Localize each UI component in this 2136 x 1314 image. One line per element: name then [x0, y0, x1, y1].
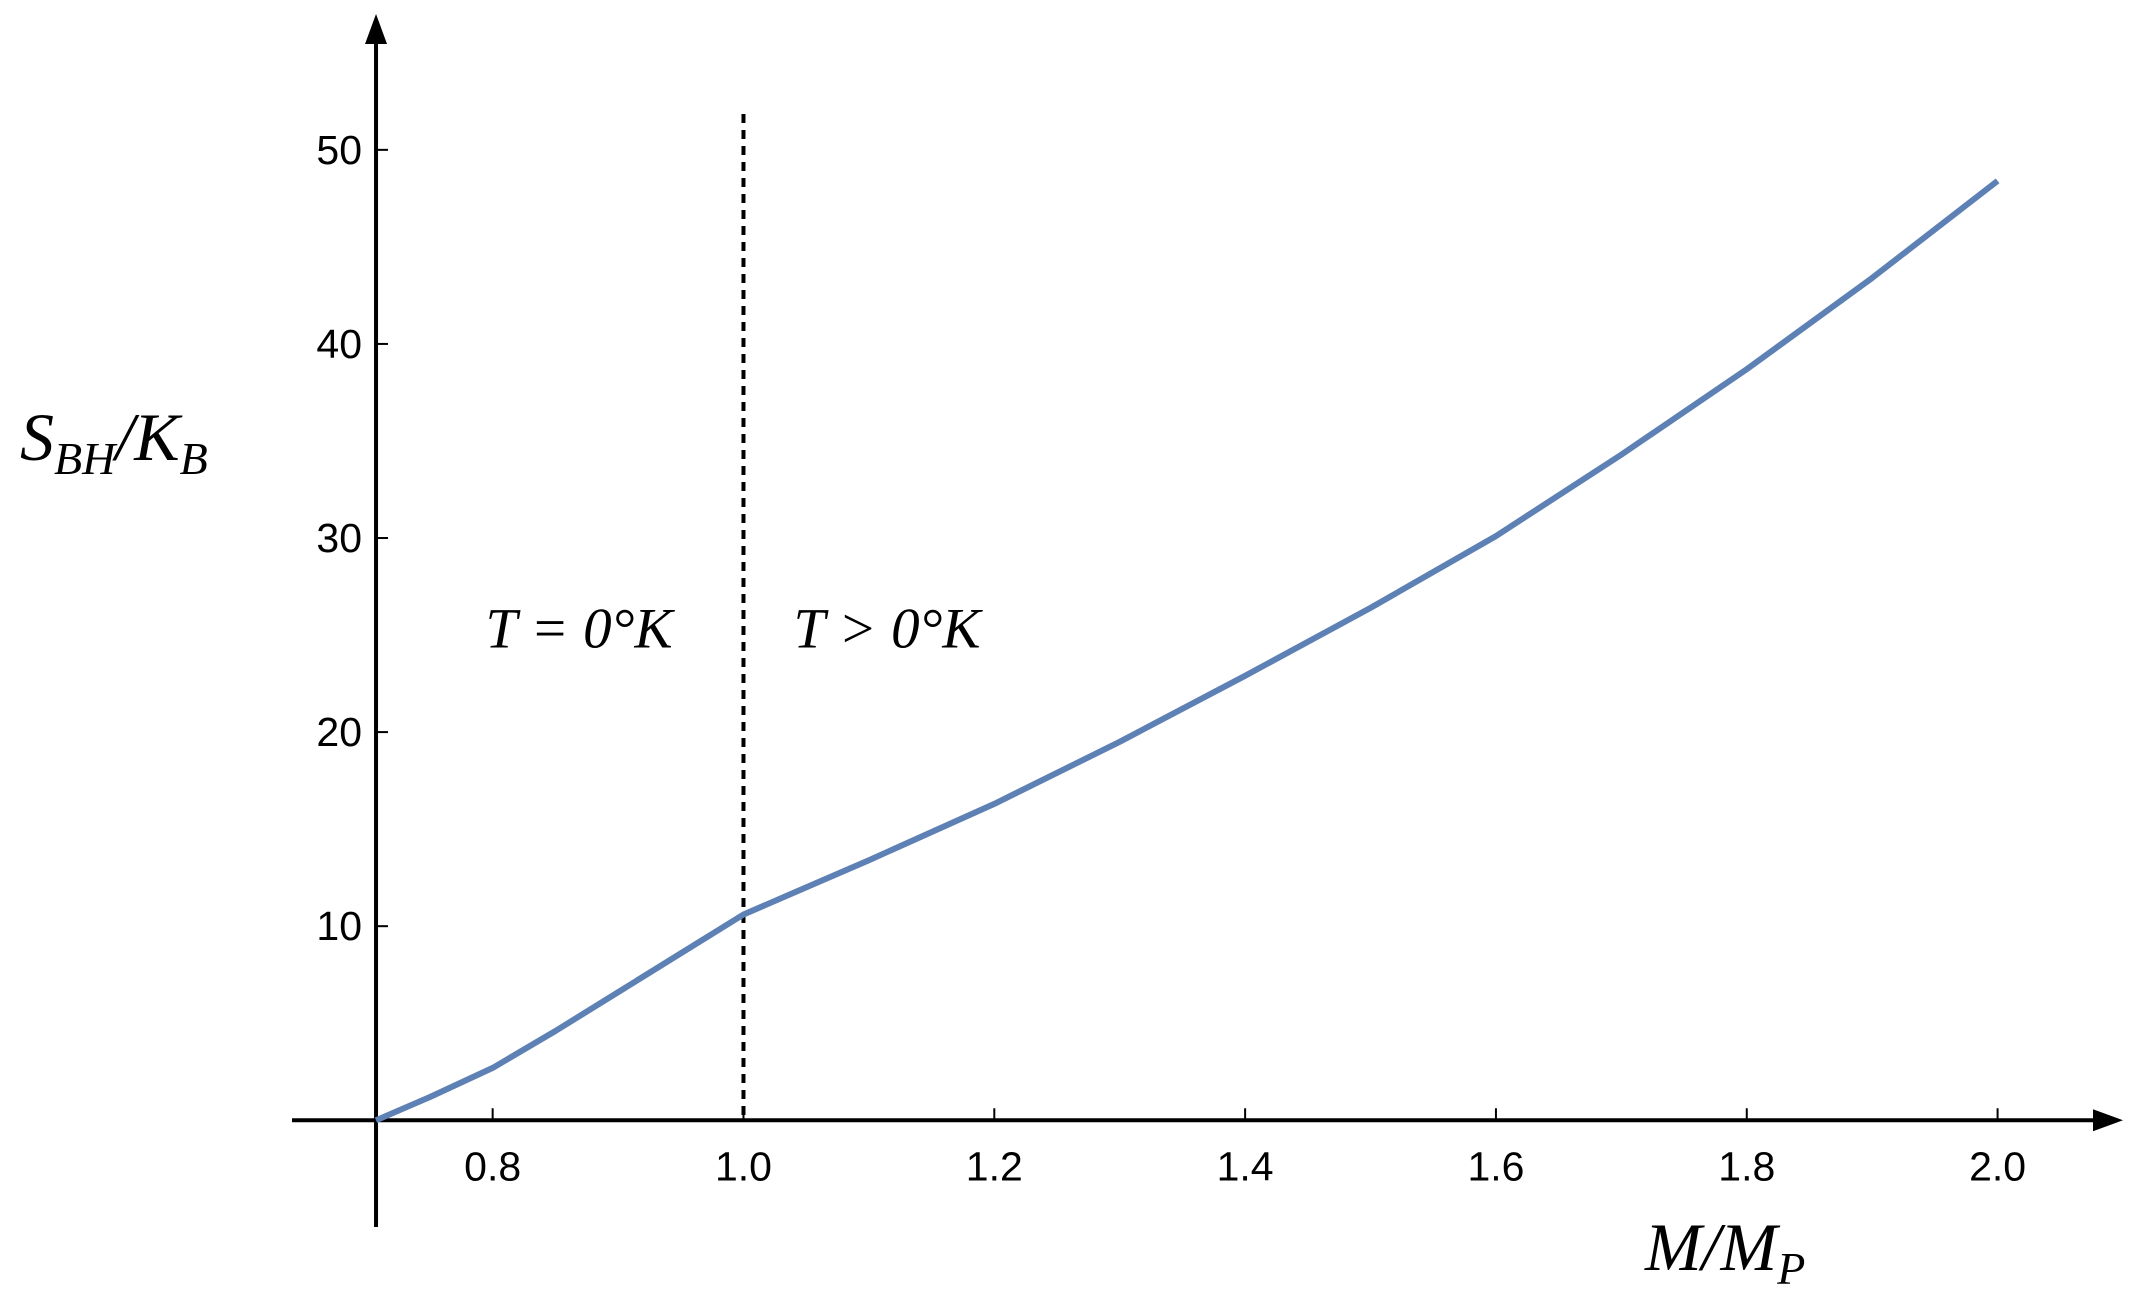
y-axis-label: SBH/KB [20, 399, 208, 484]
y-tick-label: 20 [316, 709, 362, 755]
y-axis-arrow [365, 14, 388, 44]
y-axis-label-part: S [20, 399, 54, 475]
x-tick-label: 2.0 [1969, 1143, 2026, 1189]
x-tick-label: 1.0 [715, 1143, 772, 1189]
x-axis-arrow [2093, 1109, 2123, 1132]
x-axis-label-sub: P [1776, 1243, 1805, 1294]
y-tick-label: 40 [316, 321, 362, 367]
y-axis-label-part: /K [111, 399, 183, 475]
x-tick-label: 1.8 [1718, 1143, 1775, 1189]
annotation: T = 0°K [486, 597, 676, 660]
line [374, 178, 2000, 1124]
x-axis-label: M/MP [1644, 1209, 1805, 1294]
y-axis-label-sub: B [180, 433, 208, 484]
y-tick-label: 10 [316, 903, 362, 949]
y-tick-label: 30 [316, 515, 362, 561]
y-axis-label-sub: BH [54, 433, 118, 484]
y-tick-label: 50 [316, 127, 362, 173]
x-tick-label: 1.2 [966, 1143, 1023, 1189]
x-tick-label: 1.4 [1217, 1143, 1274, 1189]
annotation: T > 0°K [793, 597, 983, 660]
x-tick-label: 1.6 [1467, 1143, 1524, 1189]
x-axis-label-part: M/M [1644, 1209, 1781, 1285]
x-tick-label: 0.8 [464, 1143, 521, 1189]
